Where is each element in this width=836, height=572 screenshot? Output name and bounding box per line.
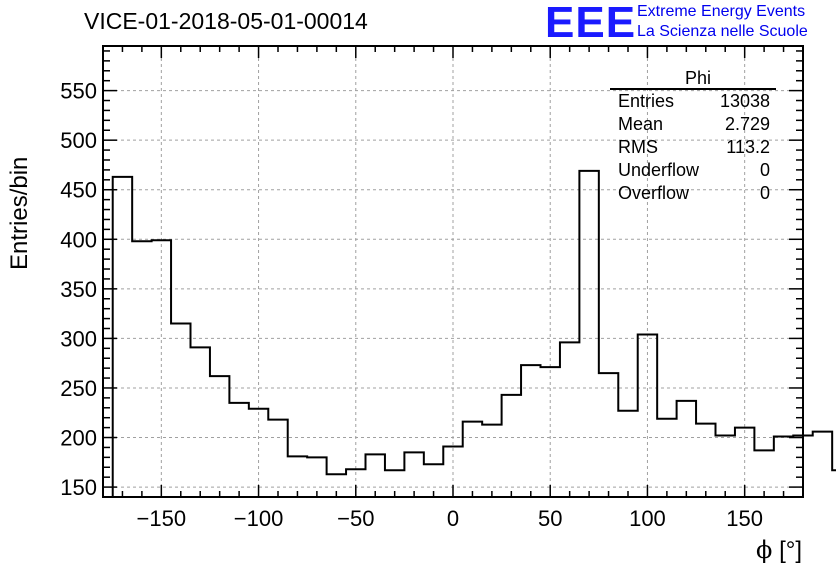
histogram-bin xyxy=(541,367,560,497)
histogram-bin xyxy=(366,454,385,497)
logo-line-2: La Scienza nelle Scuole xyxy=(637,23,808,40)
y-tick-label: 200 xyxy=(60,426,97,451)
y-tick-label: 250 xyxy=(60,376,97,401)
histogram-bin xyxy=(132,241,151,497)
stats-label: Entries xyxy=(618,91,675,111)
histogram-bin xyxy=(754,450,773,497)
histogram-bin xyxy=(210,376,229,497)
y-tick-label: 150 xyxy=(60,475,97,500)
stats-value: 0 xyxy=(759,183,770,203)
histogram-bin xyxy=(171,324,190,497)
histogram-bin xyxy=(618,411,637,497)
y-tick-label: 550 xyxy=(60,79,97,104)
x-axis-unit: [°] xyxy=(779,537,802,564)
x-axis-label: ϕ [°] xyxy=(756,536,802,565)
stats-title: Phi xyxy=(610,68,776,90)
y-tick-label: 450 xyxy=(60,178,97,203)
x-axis-symbol: ϕ xyxy=(756,536,773,564)
histogram-bin xyxy=(249,409,268,497)
histogram-bin xyxy=(638,334,657,497)
stats-box: Phi Entries 13038 Mean 2.729 RMS 113.2 U… xyxy=(610,68,776,205)
x-tick-label: 0 xyxy=(447,506,459,531)
stats-row-underflow: Underflow 0 xyxy=(610,159,776,182)
histogram-bin xyxy=(463,422,482,497)
histogram-bin xyxy=(404,452,423,497)
histogram-bin xyxy=(191,347,210,497)
stats-label: RMS xyxy=(618,137,658,157)
histogram-bin xyxy=(716,436,735,497)
x-tick-label: 150 xyxy=(726,506,763,531)
histogram-bin xyxy=(521,365,540,497)
x-tick-label: −100 xyxy=(234,506,284,531)
stats-row-mean: Mean 2.729 xyxy=(610,113,776,136)
logo-caption: Extreme Energy Events La Scienza nelle S… xyxy=(637,2,808,42)
histogram-bin xyxy=(113,177,132,497)
histogram-bin xyxy=(579,171,598,497)
histogram-bin xyxy=(774,437,793,497)
y-tick-label: 300 xyxy=(60,326,97,351)
eee-logo: EEE xyxy=(545,0,637,47)
y-tick-label: 400 xyxy=(60,227,97,252)
y-axis-label: Entries/bin xyxy=(6,156,33,270)
histogram-bin xyxy=(288,456,307,497)
x-tick-label: −150 xyxy=(137,506,187,531)
logo-line-1: Extreme Energy Events xyxy=(637,3,806,20)
x-tick-label: 100 xyxy=(629,506,666,531)
y-tick-label: 350 xyxy=(60,277,97,302)
stats-row-rms: RMS 113.2 xyxy=(610,136,776,159)
stats-label: Overflow xyxy=(618,183,690,203)
stats-row-overflow: Overflow 0 xyxy=(610,182,776,205)
histogram-bin xyxy=(696,424,715,497)
histogram-bin xyxy=(482,425,501,497)
histogram-bin xyxy=(560,342,579,497)
histogram-bin xyxy=(813,432,832,497)
histogram-bin xyxy=(832,470,836,497)
stats-value: 0 xyxy=(759,160,770,180)
histogram-line xyxy=(111,169,836,497)
y-tick-label: 500 xyxy=(60,128,97,153)
histogram-bin xyxy=(229,403,248,497)
x-tick-label: −50 xyxy=(337,506,374,531)
histogram-bin xyxy=(152,240,171,497)
stats-row-entries: Entries 13038 xyxy=(610,90,776,113)
stats-value: 113.2 xyxy=(726,137,770,157)
histogram-bin xyxy=(657,419,676,497)
stats-value: 2.729 xyxy=(724,114,770,134)
histogram-bin xyxy=(677,401,696,497)
histogram-bin xyxy=(268,420,287,497)
stats-label: Mean xyxy=(618,114,664,134)
stats-label: Underflow xyxy=(618,160,700,180)
x-tick-label: 50 xyxy=(538,506,562,531)
histogram-bin xyxy=(599,373,618,497)
plot-title: VICE-01-2018-05-01-00014 xyxy=(84,8,368,34)
stats-value: 13038 xyxy=(719,91,770,111)
histogram-bin xyxy=(502,395,521,497)
